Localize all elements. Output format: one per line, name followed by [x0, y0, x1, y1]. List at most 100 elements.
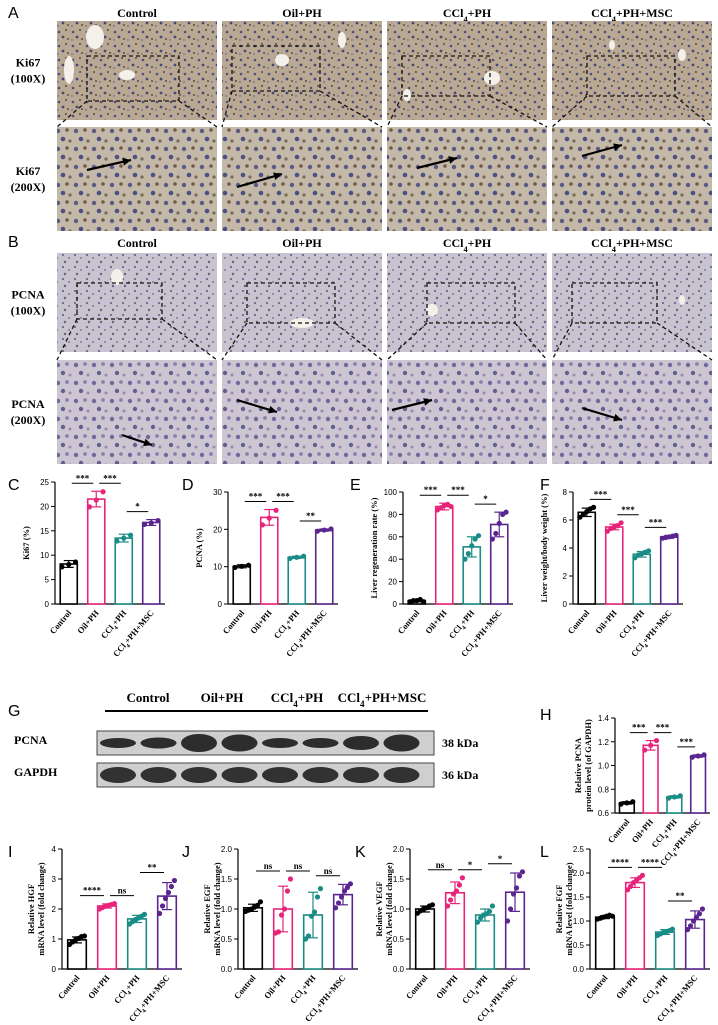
y-tick-label: 80 — [388, 510, 397, 519]
y-tick-label: 1.0 — [221, 905, 233, 914]
y-tick-label: 1.0 — [393, 905, 405, 914]
y-tick-label: 100 — [384, 488, 398, 497]
y-axis-label: Relative HGF — [26, 884, 36, 934]
column-header: CCl4+PH+MSC — [591, 6, 673, 24]
data-point — [677, 793, 683, 799]
bar — [242, 906, 264, 970]
protein-band — [383, 767, 420, 783]
micrograph-low-mag — [222, 253, 382, 352]
protein-band — [181, 734, 217, 752]
y-axis-label: mRNA level (fold change) — [564, 862, 574, 955]
bar — [642, 744, 659, 814]
data-point — [317, 886, 324, 892]
arrowhead-icon — [268, 405, 277, 414]
significance-label: *** — [656, 723, 670, 733]
y-tick-label: 1.2 — [598, 738, 610, 747]
data-point — [507, 906, 514, 912]
data-point — [456, 882, 463, 888]
y-axis-label: Liver weight/body weight (%) — [539, 493, 549, 602]
micrograph-low-mag — [387, 21, 547, 120]
zoom-box — [426, 282, 516, 324]
y-tick-label: 1.5 — [221, 875, 233, 884]
row-stain-label: PCNA — [11, 288, 45, 302]
data-point — [294, 554, 300, 560]
x-tick-label: Control — [396, 607, 422, 636]
y-tick-label: 8 — [563, 488, 568, 497]
micrograph-high-mag — [57, 360, 217, 464]
zoom-box — [86, 55, 180, 102]
bar — [604, 526, 624, 605]
micrograph-high-mag — [552, 360, 712, 464]
significance-label: ** — [676, 891, 686, 901]
y-axis-label: mRNA level (fold change) — [212, 862, 222, 955]
column-header: Control — [117, 236, 157, 250]
y-tick-label: 3 — [52, 875, 57, 884]
y-tick-label: 1.5 — [573, 893, 585, 902]
y-axis-label: Relative PCNA — [573, 737, 583, 793]
protein-band — [181, 767, 217, 783]
significance-label: *** — [76, 473, 90, 483]
chart-k: K 0.0 0.5 1.0 1.5 2.0 Relative VEGF mRNA level … — [355, 844, 530, 1024]
vessel-lumen — [403, 89, 411, 101]
panel-letter: A — [8, 5, 19, 22]
y-tick-label: 0 — [563, 600, 568, 609]
data-point — [171, 877, 178, 884]
micrograph-high-mag — [387, 127, 547, 231]
lane-header: CCl4+PH+MSC — [338, 690, 427, 709]
data-point — [671, 794, 677, 800]
vessel-lumen — [609, 40, 615, 50]
data-point — [321, 527, 327, 533]
significance-label: *** — [451, 485, 465, 495]
x-tick-label: Control — [606, 816, 632, 845]
column-header: CCl4+PH+MSC — [591, 236, 673, 254]
chart-e: E 0 20 40 60 80 100 Liver regeneration rate (%)… — [350, 477, 513, 659]
zoom-line — [319, 90, 383, 128]
significance-label: ns — [324, 866, 333, 876]
row-magnification-label: (100X) — [11, 72, 46, 86]
bar — [259, 516, 279, 605]
vessel-lumen — [678, 49, 686, 61]
data-point — [489, 903, 496, 909]
protein-band — [140, 767, 177, 783]
y-tick-label: 2 — [563, 572, 568, 581]
significance-label: ns — [436, 860, 445, 870]
data-point — [447, 897, 454, 903]
zoom-line — [674, 95, 713, 128]
x-tick-label: Oil+PH — [593, 608, 619, 636]
data-point — [266, 515, 272, 521]
y-tick-label: 0 — [45, 600, 50, 609]
data-point — [245, 562, 252, 568]
bar — [434, 505, 454, 605]
micrograph-high-mag — [222, 127, 382, 231]
micrograph-high-mag — [552, 127, 712, 231]
chart-h: H 0.6 0.8 1.0 1.2 1.4 Relative PCNA protein lev… — [540, 707, 710, 868]
micrograph-low-mag — [552, 21, 712, 120]
x-tick-label: Control — [221, 607, 247, 636]
data-point — [689, 754, 695, 760]
zoom-line — [334, 322, 383, 361]
y-tick-label: 10 — [213, 563, 222, 572]
y-axis-label: mRNA level (fold change) — [384, 862, 394, 955]
bar — [624, 881, 646, 970]
y-tick-label: 5 — [45, 576, 50, 585]
panel-b-pcna-histology: B Control Oil+PH CCl4+PH CCl4+PH+MSC PCNA (100… — [8, 234, 713, 464]
y-tick-label: 2.0 — [573, 869, 585, 878]
zoom-line — [386, 95, 403, 128]
panel-letter: C — [8, 477, 20, 494]
data-point — [72, 559, 79, 565]
y-axis-label: Relative VEGF — [374, 881, 384, 936]
data-point — [232, 564, 238, 571]
data-point — [696, 911, 703, 917]
vessel-lumen — [111, 269, 123, 285]
data-point — [429, 902, 436, 908]
significance-label: **** — [641, 857, 660, 867]
data-point — [642, 747, 648, 753]
micrograph-low-mag — [57, 21, 217, 120]
y-tick-label: 2.0 — [393, 845, 405, 854]
data-point — [653, 737, 660, 744]
panel-letter: K — [355, 844, 366, 861]
data-point — [341, 888, 348, 894]
data-point — [590, 504, 597, 510]
y-axis-label: PCNA (%) — [194, 528, 204, 568]
